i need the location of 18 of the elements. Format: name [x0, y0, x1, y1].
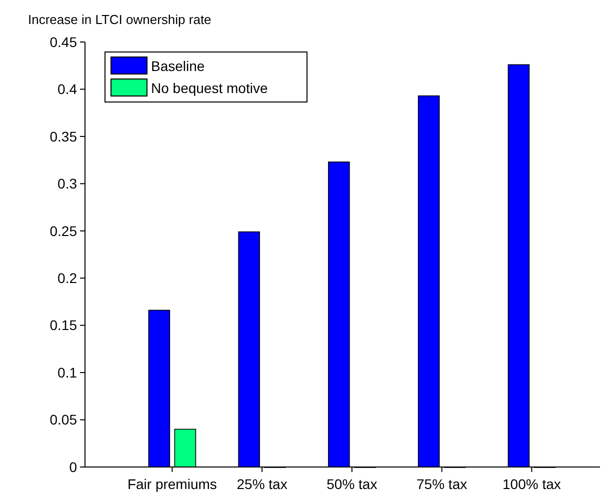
y-tick-label: 0.4 — [58, 81, 78, 98]
legend-label: No bequest motive — [151, 80, 268, 96]
x-tick-label: 25% tax — [236, 476, 288, 492]
y-tick-label: 0.1 — [58, 364, 78, 380]
x-tick-label: 50% tax — [326, 476, 378, 492]
y-tick-label: 0.25 — [50, 222, 78, 239]
y-tick-label: 0.05 — [50, 412, 78, 428]
y-tick-label: 0.15 — [50, 317, 78, 334]
y-tick-label: 0.3 — [58, 176, 78, 192]
y-tick-label: 0.45 — [50, 34, 78, 50]
x-tick-label: 75% tax — [416, 476, 468, 492]
y-tick-label: 0.2 — [58, 270, 78, 286]
legend-label: Baseline — [151, 58, 205, 74]
y-axis-title: Increase in LTCI ownership rate — [28, 12, 212, 27]
x-tick-label: Fair premiums — [127, 476, 217, 492]
y-tick-label: 0.35 — [50, 128, 78, 144]
x-tick-label: 100% tax — [502, 476, 561, 492]
y-tick-label: 0 — [69, 458, 78, 475]
